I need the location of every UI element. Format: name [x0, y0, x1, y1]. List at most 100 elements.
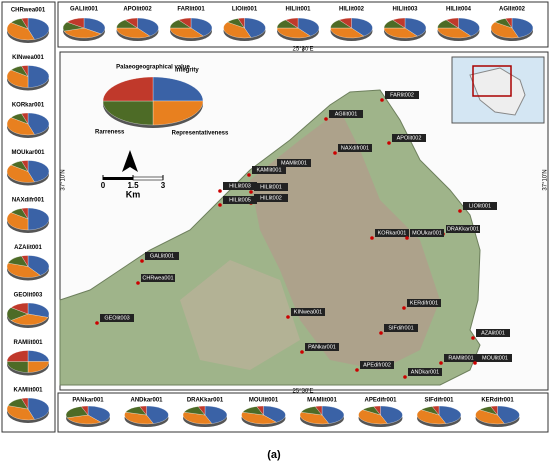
pie-slice	[27, 112, 50, 135]
pie-slice	[6, 22, 35, 41]
site-marker	[136, 281, 140, 285]
scale-tick-label: 0	[101, 181, 106, 190]
site-label: KORkar001	[378, 230, 407, 236]
site-label: SIFdifr001	[388, 325, 413, 331]
pie-slice	[27, 397, 50, 420]
site-label: MOUkar001	[412, 230, 442, 236]
relief	[180, 260, 300, 370]
site-marker	[140, 259, 144, 263]
pie-slice	[321, 405, 345, 424]
pie-slice	[27, 160, 50, 183]
scale-tick-label: 1.5	[127, 181, 139, 190]
site-label-bg	[408, 368, 442, 376]
scale-tick-label: 3	[161, 181, 166, 190]
pie-slice	[102, 76, 154, 102]
site-marker	[249, 190, 253, 194]
site-label: AZAlit001	[481, 330, 505, 336]
site-marker	[218, 189, 222, 193]
pie-slice	[223, 21, 252, 39]
pie-slice	[241, 412, 277, 425]
site-label: HILlit005	[229, 197, 251, 203]
site-label: MAMlit001	[281, 160, 307, 166]
pie-label: DRAKkar001	[187, 398, 224, 404]
site-marker	[379, 331, 383, 335]
site-label: KINwea001	[294, 309, 322, 315]
site-label-bg	[384, 324, 418, 332]
site-label: RAMlit001	[448, 355, 473, 361]
pie-slice	[237, 17, 245, 29]
pie-slice	[437, 27, 472, 39]
pie-slice	[475, 409, 505, 425]
pie-slice	[66, 17, 85, 29]
site-label-bg	[385, 91, 419, 99]
pie-label: NAXdifr001	[12, 198, 45, 204]
pie-slice	[358, 409, 388, 425]
site-marker	[324, 117, 328, 121]
pie-slice	[21, 112, 29, 125]
pie-slice	[27, 65, 50, 88]
pie-slice	[6, 262, 41, 278]
site-label: FARlit002	[390, 92, 414, 98]
pie-label: HILlit003	[392, 7, 418, 13]
caption: (a)	[267, 449, 281, 461]
site-label-bg	[254, 194, 288, 202]
site-marker	[405, 236, 409, 240]
legend-label: Rarreness	[95, 130, 125, 136]
pie-slice	[169, 27, 204, 39]
pie-slice	[102, 100, 154, 126]
pie-slice	[383, 27, 418, 39]
pie-label: KERdifr001	[481, 398, 514, 404]
pie-slice	[6, 350, 29, 362]
pie-slice	[182, 412, 213, 425]
scale-unit: Km	[126, 189, 141, 199]
site-marker	[471, 336, 475, 340]
pie-label: PANkar001	[72, 398, 104, 404]
legend-label: Representativeness	[172, 131, 229, 137]
pie-label: KAMlit001	[13, 388, 43, 394]
site-label: KAMlit001	[256, 167, 281, 173]
pie-slice	[263, 405, 286, 423]
site-label-bg	[223, 182, 257, 190]
site-label-bg	[100, 314, 134, 322]
site-label-bg	[463, 202, 497, 210]
site-label-bg	[145, 252, 179, 260]
pie-slice	[6, 164, 35, 183]
pie-slice	[21, 65, 29, 78]
pie-slice	[330, 27, 365, 39]
pie-slice	[27, 17, 50, 40]
pie-slice	[6, 405, 35, 421]
pie-slice	[21, 397, 29, 410]
pie-slice	[178, 17, 192, 29]
pie-label: FARlit001	[177, 7, 205, 13]
pie-label: GEOlit003	[14, 293, 43, 299]
pie-slice	[27, 207, 50, 231]
pie-slice	[10, 313, 49, 326]
site-label-bg	[252, 166, 286, 174]
pie-slice	[146, 405, 169, 424]
pie-slice	[314, 405, 323, 416]
pie-slice	[21, 17, 29, 30]
site-marker	[333, 151, 337, 155]
lon-label-top: 25°30'E	[293, 47, 314, 53]
pie-slice	[21, 160, 29, 173]
site-label: APOlit002	[397, 135, 422, 141]
pie-slice	[152, 100, 204, 126]
site-label-bg	[375, 229, 409, 237]
pie-label: MAMlit001	[307, 398, 337, 404]
pie-label: HILlit004	[446, 7, 472, 13]
legend-label: Integrity	[175, 68, 199, 74]
pie-label: KINwea001	[12, 55, 44, 61]
pie-slice	[21, 207, 29, 220]
site-label-bg	[141, 274, 175, 282]
pie-slice	[21, 255, 29, 268]
pie-slice	[497, 405, 520, 424]
pie-slice	[416, 409, 447, 425]
site-label-bg	[291, 308, 325, 316]
site-label-bg	[478, 354, 512, 362]
pie-slice	[458, 17, 480, 37]
bottom-panel	[57, 392, 549, 433]
pie-slice	[80, 405, 89, 416]
pie-slice	[431, 405, 440, 416]
